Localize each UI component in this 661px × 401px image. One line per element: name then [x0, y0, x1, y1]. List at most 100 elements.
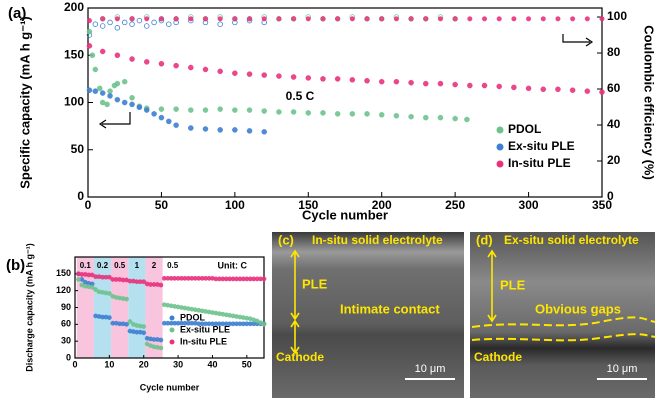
y-tick-label: 0 — [77, 189, 84, 203]
data-point — [261, 16, 267, 22]
data-point — [599, 89, 605, 95]
data-point — [511, 84, 517, 91]
data-point — [217, 21, 223, 27]
scale-label: 10 μm — [607, 363, 638, 375]
data-point — [151, 19, 157, 26]
data-point — [136, 17, 143, 24]
data-point — [124, 296, 129, 302]
rate-band — [128, 257, 146, 358]
data-point — [99, 90, 106, 96]
data-point — [202, 107, 209, 113]
x-tick-label: 50 — [242, 359, 252, 369]
data-point — [349, 77, 356, 83]
data-point — [100, 16, 106, 22]
y-tick-label: 0 — [66, 352, 71, 362]
data-point — [393, 78, 400, 85]
data-point — [408, 79, 414, 86]
data-point — [525, 85, 532, 92]
data-point — [188, 16, 194, 22]
data-point — [173, 106, 179, 112]
panel-label: (a) — [8, 5, 26, 22]
legend-label: Ex-situ PLE — [508, 139, 575, 153]
bottom-label: Cathode — [276, 350, 324, 364]
data-point — [217, 68, 223, 75]
y-tick-label: 30 — [61, 336, 71, 346]
data-point — [136, 104, 143, 110]
data-point — [379, 16, 385, 22]
data-point — [246, 71, 253, 77]
x-tick-label: 350 — [592, 198, 612, 212]
data-point — [526, 16, 532, 22]
data-point — [232, 107, 238, 113]
arrow — [290, 249, 300, 321]
x-tick-label: 200 — [372, 198, 392, 212]
axis-arrow — [98, 112, 131, 129]
data-point — [335, 16, 341, 22]
data-point — [93, 287, 98, 292]
x-tick-label: 20 — [139, 359, 149, 369]
bottom-label: Cathode — [474, 350, 522, 364]
data-point — [261, 276, 267, 282]
y-tick-label: 200 — [64, 0, 84, 14]
data-point — [378, 78, 385, 85]
data-point — [166, 118, 172, 125]
y-tick-label: 120 — [56, 285, 71, 295]
data-point — [540, 86, 547, 93]
data-point — [158, 282, 164, 288]
data-point — [217, 16, 223, 22]
data-point — [408, 16, 414, 22]
data-point — [158, 337, 164, 343]
data-point — [173, 62, 179, 69]
data-point — [482, 16, 488, 22]
y2-tick-label: 60 — [607, 81, 621, 95]
data-point — [141, 279, 147, 285]
data-point — [290, 74, 297, 80]
data-point — [599, 16, 605, 22]
data-point — [261, 129, 267, 135]
data-point — [188, 125, 194, 131]
y2-tick-label: 20 — [607, 153, 621, 167]
data-point — [423, 16, 429, 22]
data-point — [452, 16, 458, 22]
data-point — [107, 88, 113, 94]
data-point — [467, 82, 473, 89]
data-point — [393, 16, 399, 22]
data-point — [121, 99, 128, 106]
data-point — [86, 87, 93, 93]
x-axis-title: Cycle number — [302, 207, 388, 222]
x-tick-label: 40 — [207, 359, 217, 369]
data-point — [320, 76, 326, 82]
layer-label: PLE — [302, 276, 328, 291]
data-point — [202, 126, 209, 132]
data-point — [584, 16, 590, 22]
axis-arrow — [562, 34, 594, 47]
y-axis-title: Specific capacity (mA h g⁻¹) — [17, 16, 32, 189]
data-point — [129, 56, 135, 62]
data-point — [129, 101, 135, 108]
data-point — [76, 277, 81, 282]
x-tick-label: 100 — [225, 198, 245, 212]
gap-line — [471, 316, 656, 328]
data-point — [452, 115, 458, 122]
data-point — [107, 291, 112, 296]
data-point — [320, 110, 326, 116]
y2-tick-label: 40 — [607, 117, 621, 131]
y-axis-title: Discharge capacity (mA h g⁻¹) — [24, 243, 34, 371]
data-point — [555, 86, 561, 93]
data-point — [511, 16, 517, 22]
data-point — [481, 82, 488, 89]
data-point — [89, 284, 95, 290]
data-point — [158, 106, 165, 112]
data-point — [158, 16, 164, 22]
data-point — [290, 109, 297, 115]
chart-panel: 0 50 100 150 200 250 300 3500501001502000204060… — [8, 0, 657, 222]
legend-marker — [169, 327, 175, 333]
x-tick-label: 150 — [298, 198, 318, 212]
rate-band — [145, 257, 163, 358]
legend-marker — [496, 126, 504, 134]
data-point — [92, 21, 99, 27]
data-point — [464, 116, 470, 123]
rate-band — [111, 257, 129, 358]
layer-label: PLE — [500, 277, 526, 292]
